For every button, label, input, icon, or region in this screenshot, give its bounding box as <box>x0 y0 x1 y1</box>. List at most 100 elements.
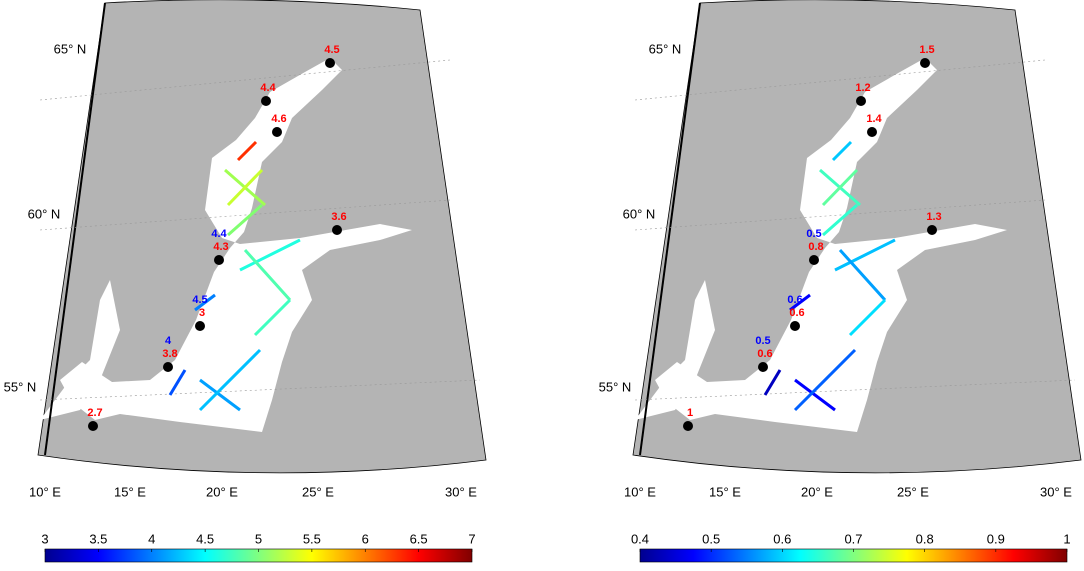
station-label-blue: 4 <box>165 335 172 347</box>
colorbar-tick-label: 0.4 <box>631 531 649 546</box>
station <box>163 362 173 372</box>
track <box>831 140 853 162</box>
station-label-blue: 4.5 <box>192 294 207 306</box>
track <box>198 348 262 412</box>
sea-west <box>635 280 715 420</box>
track <box>838 248 887 302</box>
track <box>794 378 836 412</box>
station-label-blue: 0.6 <box>787 294 802 306</box>
lon-label: 10° E <box>29 484 61 499</box>
lat-label: 55° N <box>4 379 37 394</box>
map-frame <box>632 0 1082 474</box>
station <box>325 58 335 68</box>
track <box>821 168 859 207</box>
station-label-red: 0.6 <box>789 307 804 319</box>
station-label-red: 4.5 <box>324 44 339 56</box>
colorbar-tick-label: 0.5 <box>702 531 720 546</box>
track <box>834 238 896 272</box>
track <box>239 238 301 272</box>
colorbar-tick-label: 1 <box>1063 531 1070 546</box>
lon-label: 15° E <box>114 484 146 499</box>
station-label-blue: 4.4 <box>211 228 227 240</box>
track <box>793 348 857 412</box>
frame-edge <box>639 2 701 456</box>
lon-label: 10° E <box>624 484 656 499</box>
station-label-blue: 0.5 <box>755 335 770 347</box>
station-label-red: 4.6 <box>271 113 286 125</box>
colorbar-tick-label: 0.7 <box>844 531 862 546</box>
station <box>758 362 768 372</box>
colorbar-tick-label: 0.8 <box>916 531 934 546</box>
lon-label: 25° E <box>897 484 929 499</box>
station <box>214 255 224 265</box>
station-label-red: 4.4 <box>260 82 276 94</box>
lat-label: 65° N <box>649 41 682 56</box>
colorbar-tick-label: 5 <box>255 531 262 546</box>
station-label-red: 3.6 <box>331 211 346 223</box>
colorbar-tick-label: 0.9 <box>987 531 1005 546</box>
lat-label: 60° N <box>28 206 61 221</box>
track <box>194 293 216 312</box>
station <box>867 127 877 137</box>
track <box>763 369 782 396</box>
station <box>195 321 205 331</box>
station-label-red: 1.3 <box>926 211 941 223</box>
station-label-red: 3.8 <box>162 348 177 360</box>
map-panel: 65° N 60° N 55° N 10° E 15° E 20° E 25° E 30° E… <box>4 0 487 563</box>
map-frame <box>37 0 487 474</box>
sea <box>655 58 1007 432</box>
station-label-red: 4.3 <box>213 241 228 253</box>
station <box>927 225 937 235</box>
graticule <box>39 199 451 231</box>
station-label-red: 1.5 <box>919 44 934 56</box>
track <box>168 369 187 396</box>
lon-label: 15° E <box>709 484 741 499</box>
lat-label: 55° N <box>599 379 632 394</box>
colorbar-tick-label: 4 <box>148 531 155 546</box>
lon-label: 20° E <box>801 484 833 499</box>
station <box>332 225 342 235</box>
frame-edge <box>44 2 106 456</box>
station-label-red: 2.7 <box>87 407 102 419</box>
colorbar-tick-label: 3.5 <box>89 531 107 546</box>
station <box>261 96 271 106</box>
station <box>920 58 930 68</box>
lon-label: 30° E <box>445 484 477 499</box>
track <box>236 140 258 162</box>
station-label-red: 1 <box>687 407 693 419</box>
graticule <box>634 59 1046 101</box>
track <box>227 203 263 237</box>
map-panel: 65° N 60° N 55° N 10° E 15° E 20° E 25° E 30° E… <box>599 0 1082 563</box>
graticule <box>39 59 451 101</box>
station <box>272 127 282 137</box>
station <box>809 255 819 265</box>
station-label-red: 3 <box>199 307 205 319</box>
station <box>856 96 866 106</box>
lat-label: 60° N <box>623 206 656 221</box>
colorbar-tick-label: 6 <box>362 531 369 546</box>
station <box>683 421 693 431</box>
colorbar-tick-label: 7 <box>468 531 475 546</box>
graticule <box>39 379 481 401</box>
station-label-blue: 0.5 <box>806 228 821 240</box>
track <box>848 298 887 337</box>
lon-label: 20° E <box>206 484 238 499</box>
colorbar-tick-label: 5.5 <box>303 531 321 546</box>
colorbar-tick-label: 4.5 <box>196 531 214 546</box>
station-label-red: 1.2 <box>855 82 870 94</box>
track <box>789 293 811 312</box>
track <box>253 298 292 337</box>
colorbar-tick-label: 0.6 <box>773 531 791 546</box>
lon-label: 25° E <box>302 484 334 499</box>
lon-label: 30° E <box>1040 484 1072 499</box>
colorbar-tick-label: 6.5 <box>410 531 428 546</box>
station-label-red: 0.8 <box>808 241 823 253</box>
lat-label: 65° N <box>54 41 87 56</box>
station-label-red: 0.6 <box>757 348 772 360</box>
station-label-red: 1.4 <box>866 113 882 125</box>
sea-west <box>40 280 120 420</box>
station <box>88 421 98 431</box>
track <box>822 203 858 237</box>
graticule <box>634 199 1046 231</box>
